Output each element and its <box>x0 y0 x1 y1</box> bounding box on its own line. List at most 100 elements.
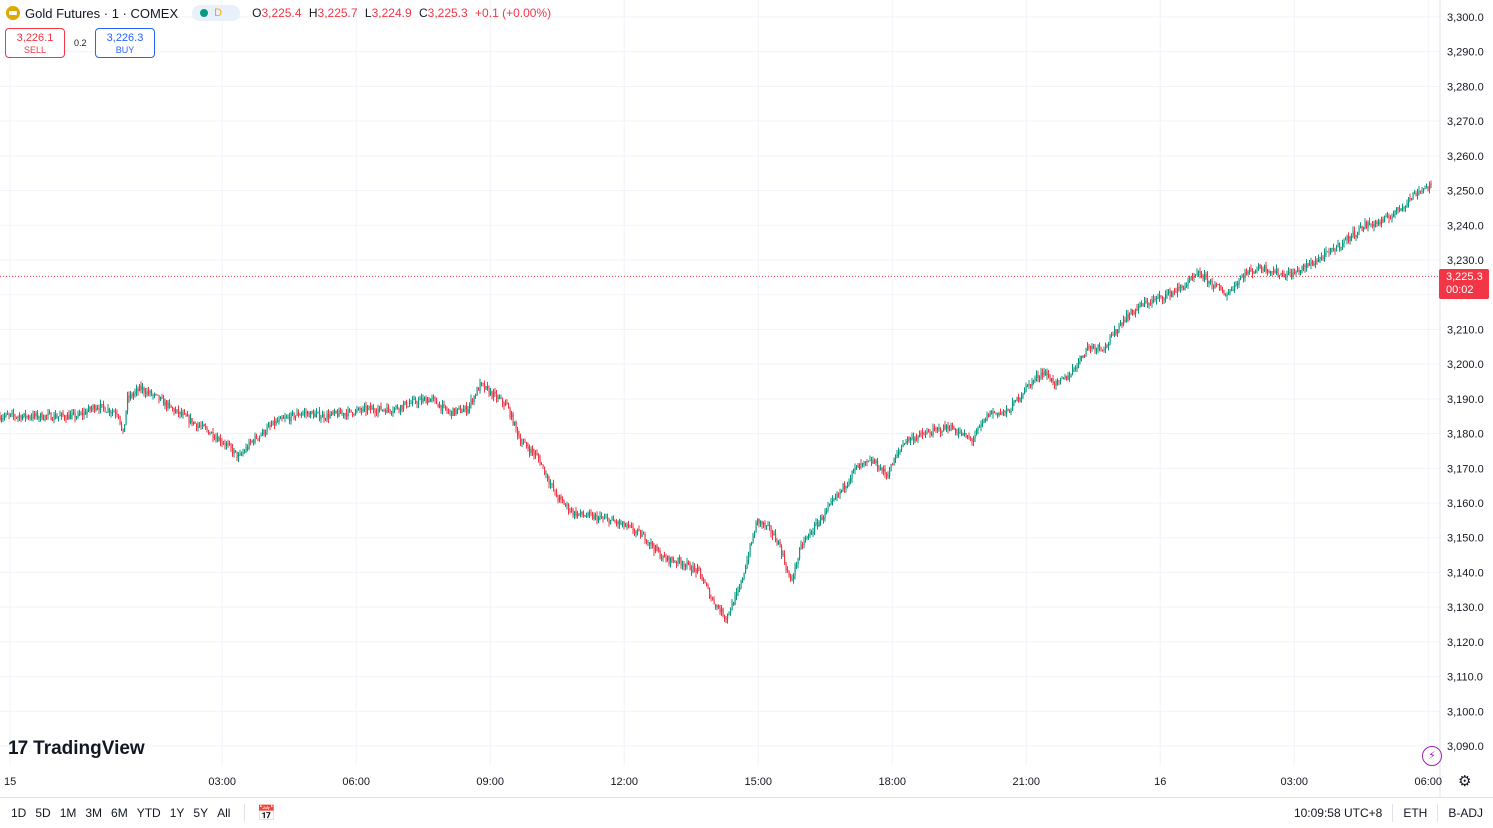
range-all[interactable]: All <box>217 806 231 820</box>
candle-body <box>388 406 390 410</box>
range-5y[interactable]: 5Y <box>193 806 209 820</box>
candle-body <box>830 501 832 505</box>
candle-body <box>982 422 984 424</box>
candle-body <box>862 463 864 465</box>
candle-body <box>560 496 562 499</box>
candle-body <box>556 490 558 498</box>
candle-body <box>451 410 453 416</box>
x-tick-label: 16 <box>1154 776 1166 788</box>
symbol-title[interactable]: Gold Futures · 1 · COMEX <box>25 5 179 21</box>
bolt-icon[interactable]: ⚡ <box>1422 746 1442 766</box>
range-5d[interactable]: 5D <box>35 806 51 820</box>
range-6m[interactable]: 6M <box>111 806 128 820</box>
candle-body <box>182 413 184 416</box>
candle-body <box>1330 248 1332 254</box>
candle-body <box>1088 345 1090 347</box>
candle-body <box>952 425 954 430</box>
candle-body <box>220 437 222 443</box>
clock-timezone[interactable]: 10:09:58 UTC+8 <box>1293 806 1383 820</box>
tradingview-logo[interactable]: 17 TradingView <box>8 738 145 760</box>
bottom-toolbar: 1D 5D 1M 3M 6M YTD 1Y 5Y All 📅 10:09:58 … <box>0 797 1493 828</box>
candle-body <box>1372 223 1374 227</box>
candle-body <box>1037 374 1039 379</box>
candle-body <box>655 545 657 552</box>
candle-body <box>1322 257 1324 260</box>
range-1d[interactable]: 1D <box>11 806 27 820</box>
candle-body <box>617 521 619 524</box>
candle-body <box>188 415 190 424</box>
candle-body <box>779 541 781 547</box>
candle-body <box>1393 213 1395 217</box>
candle-body <box>89 406 91 410</box>
candle-body <box>1357 232 1359 236</box>
candle-body <box>193 422 195 425</box>
candle-body <box>61 413 63 416</box>
candle-body <box>91 408 93 410</box>
candle-body <box>241 453 243 455</box>
candle-body <box>970 437 972 440</box>
candle-body <box>929 432 931 435</box>
candle-body <box>439 404 441 408</box>
candle-body <box>877 460 879 469</box>
sell-button[interactable]: 3,226.1 SELL <box>5 28 65 58</box>
candle-body <box>401 405 403 409</box>
candle-body <box>266 427 268 433</box>
candle-body <box>580 511 582 514</box>
status-pill[interactable]: D <box>192 5 241 21</box>
candle-body <box>433 397 435 399</box>
candle-body <box>413 398 415 400</box>
candle-body <box>497 397 499 399</box>
candle-body <box>394 407 396 412</box>
session-toggle[interactable]: ETH <box>1392 804 1437 822</box>
buy-button[interactable]: 3,226.3 BUY <box>95 28 155 58</box>
candle-body <box>835 497 837 499</box>
candle-body <box>737 589 739 593</box>
candle-body <box>145 392 147 395</box>
price-chart[interactable]: 3,090.0 3,100.0 3,110.0 3,120.0 3,130.0 3,140… <box>0 0 1493 797</box>
candle-body <box>959 431 961 433</box>
candle-body <box>712 597 714 600</box>
candle-body <box>808 534 810 537</box>
candle-body <box>41 413 43 420</box>
range-1y[interactable]: 1Y <box>169 806 185 820</box>
candle-body <box>991 410 993 414</box>
candle-body <box>379 406 381 409</box>
candle-body <box>1256 270 1258 272</box>
candle-body <box>868 460 870 462</box>
candle-body <box>272 420 274 426</box>
candle-body <box>146 391 148 395</box>
candle-body <box>1135 308 1137 314</box>
candle-body <box>262 430 264 435</box>
candle-body <box>943 425 945 432</box>
candle-body <box>908 437 910 441</box>
candle-body <box>412 399 414 403</box>
candle-body <box>541 464 543 465</box>
adjustment-toggle[interactable]: B-ADJ <box>1437 804 1493 822</box>
range-3m[interactable]: 3M <box>85 806 103 820</box>
candle-body <box>926 431 928 434</box>
candle-body <box>382 409 384 411</box>
candle-body <box>619 521 621 525</box>
candle-body <box>1070 374 1072 378</box>
candle-body <box>1309 264 1311 266</box>
candle-body <box>130 394 132 399</box>
candle-body <box>1400 208 1402 211</box>
candle-body <box>277 420 279 422</box>
candle-body <box>19 415 21 417</box>
calendar-goto-icon[interactable]: 📅 <box>257 805 277 822</box>
candle-body <box>1270 271 1272 274</box>
candle-body <box>1303 265 1305 267</box>
candle-body <box>449 410 451 412</box>
candle-body <box>799 548 801 559</box>
range-ytd[interactable]: YTD <box>136 806 161 820</box>
candle-body <box>679 557 681 562</box>
candle-body <box>4 415 6 418</box>
candle-body <box>851 470 853 479</box>
candle-body <box>1375 221 1377 225</box>
range-1m[interactable]: 1M <box>59 806 77 820</box>
candle-body <box>482 383 484 385</box>
settings-gear-icon[interactable]: ⚙ <box>1458 773 1472 790</box>
candle-body <box>1405 205 1407 207</box>
candle-body <box>1192 276 1194 278</box>
candle-body <box>802 544 804 546</box>
